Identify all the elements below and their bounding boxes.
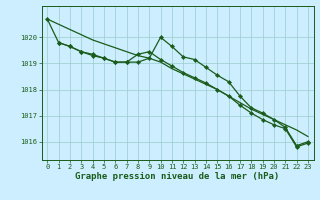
X-axis label: Graphe pression niveau de la mer (hPa): Graphe pression niveau de la mer (hPa) [76, 172, 280, 181]
